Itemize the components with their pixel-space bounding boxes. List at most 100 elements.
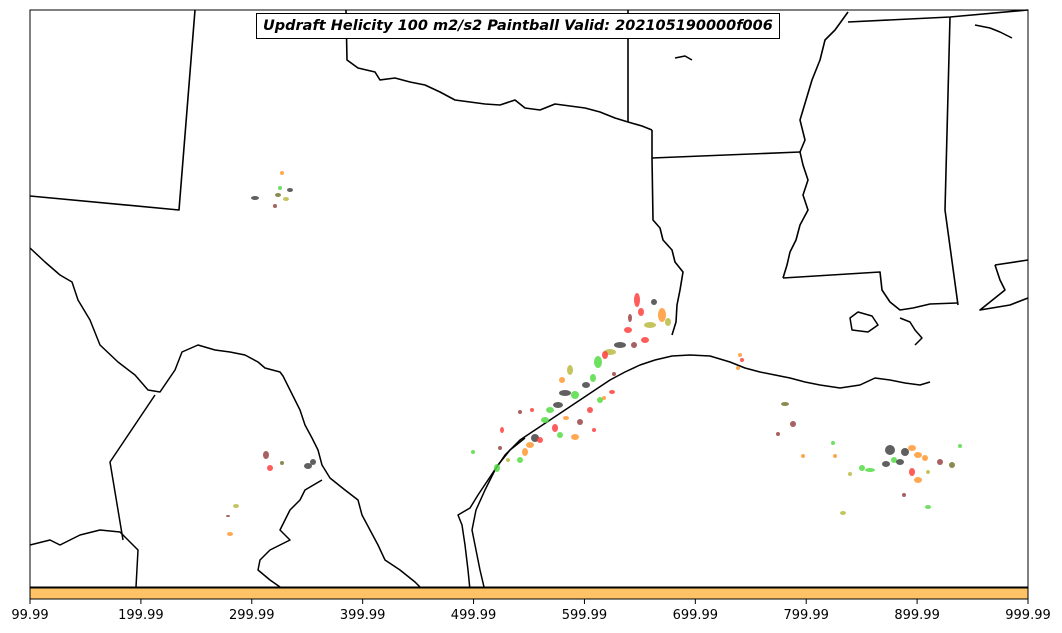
paintball-swath [885, 445, 895, 455]
paintball-swath [909, 468, 915, 476]
colorbar-tick-label: 199.99 [118, 608, 164, 623]
paintball-swath [567, 365, 573, 375]
paintball-swath [631, 342, 637, 348]
paintball-swath [901, 448, 909, 456]
paintball-swath [537, 437, 543, 443]
paintball-swath [602, 396, 606, 400]
paintball-swath [267, 465, 273, 471]
paintball-swath [280, 461, 284, 465]
paintball-swath [275, 193, 281, 197]
paintball-swath [530, 408, 534, 412]
paintball-swath [226, 515, 230, 517]
paintball-swath [651, 299, 657, 305]
paintball-swath [902, 493, 906, 497]
paintball-swath [949, 462, 955, 468]
colorbar-tick-label: 899.99 [894, 608, 940, 623]
paintball-swath [526, 442, 534, 448]
paintball-swath [571, 391, 579, 399]
paintball-swath [592, 428, 596, 432]
paintball-swath [848, 472, 852, 476]
map-panel [29, 9, 1029, 588]
paintball-swath [612, 372, 616, 376]
paintball-swath [522, 448, 528, 456]
paintball-swath [304, 463, 312, 469]
paintball-swath [280, 171, 284, 175]
paintball-swath [958, 444, 962, 448]
paintball-swath [571, 434, 579, 440]
colorbar-tick-label: 799.99 [783, 608, 829, 623]
paintball-swath [658, 308, 666, 322]
paintball-swath [914, 452, 922, 458]
mexico-border [29, 247, 421, 588]
paintball-swath [628, 314, 632, 322]
state-borders [29, 9, 1029, 336]
paintball-swath [559, 377, 565, 383]
paintball-swath [552, 424, 558, 432]
coastline [457, 24, 1013, 591]
colorbar-tick-label: 999.99 [1005, 608, 1051, 623]
paintball-swath [665, 318, 671, 326]
paintball-swath [594, 356, 602, 368]
colorbar-tick-label: 599.99 [561, 608, 608, 623]
paintball-swath [922, 455, 928, 461]
paintball-swath [287, 188, 293, 192]
paintball-swath [590, 374, 596, 382]
plot-title: Updraft Helicity 100 m2/s2 Paintball Val… [256, 13, 780, 39]
colorbar-tick-label: 299.99 [229, 608, 275, 623]
paintball-swath [518, 410, 522, 414]
paintball-swath [859, 465, 865, 471]
paintball-swath [840, 511, 846, 515]
paintball-swath [614, 342, 626, 348]
paintball-swath [500, 427, 504, 433]
paintball-swath [891, 457, 897, 463]
paintball-swath [471, 450, 475, 454]
paintball-swath [597, 397, 603, 403]
paintball-swath [609, 390, 615, 394]
paintball-swath [577, 419, 583, 425]
paintball-swath [494, 464, 500, 472]
paintball-swath [736, 366, 740, 370]
colorbar-tick-label: 699.99 [672, 608, 719, 623]
paintball-swath [833, 454, 837, 458]
paintball-swath [740, 358, 744, 362]
paintball-swath [506, 458, 510, 462]
paintball-swath [587, 407, 593, 413]
paintball-swath [644, 322, 656, 328]
paintball-swath [517, 457, 523, 463]
paintball-swath [634, 293, 640, 307]
paintball-swath [831, 441, 835, 445]
paintball-swath [233, 504, 239, 508]
colorbar-tick-label: 499.99 [450, 608, 497, 623]
colorbar-bar [29, 587, 1029, 600]
paintball-swath [776, 432, 780, 436]
paintball-swath [251, 196, 259, 200]
paintball-swath [641, 337, 649, 343]
paintball-swath [602, 351, 608, 359]
paintball-swath [926, 470, 930, 474]
paintball-swath [559, 390, 571, 396]
paintball-swath [310, 459, 316, 465]
paintball-swath [908, 445, 916, 451]
paintball-swath [790, 421, 796, 427]
paintball-swath [914, 477, 922, 483]
paintball-swath [638, 308, 644, 316]
paintball-swath [896, 459, 904, 465]
paintball-swath [546, 407, 554, 413]
paintball-swath [801, 454, 805, 458]
paintball-swath [781, 402, 789, 406]
paintball-swath [582, 382, 590, 388]
updraft-helicity-paintballs [226, 171, 962, 536]
paintball-swath [937, 459, 943, 465]
paintball-swath [925, 505, 931, 509]
paintball-swath [738, 353, 742, 357]
paintball-swath [557, 432, 563, 438]
paintball-swath [553, 402, 563, 408]
paintball-swath [624, 327, 632, 333]
paintball-swath [227, 532, 233, 536]
paintball-swath [278, 186, 282, 190]
paintball-swath [541, 417, 549, 423]
paintball-swath [498, 446, 502, 450]
paintball-swath [263, 451, 269, 459]
paintball-swath [563, 416, 569, 420]
